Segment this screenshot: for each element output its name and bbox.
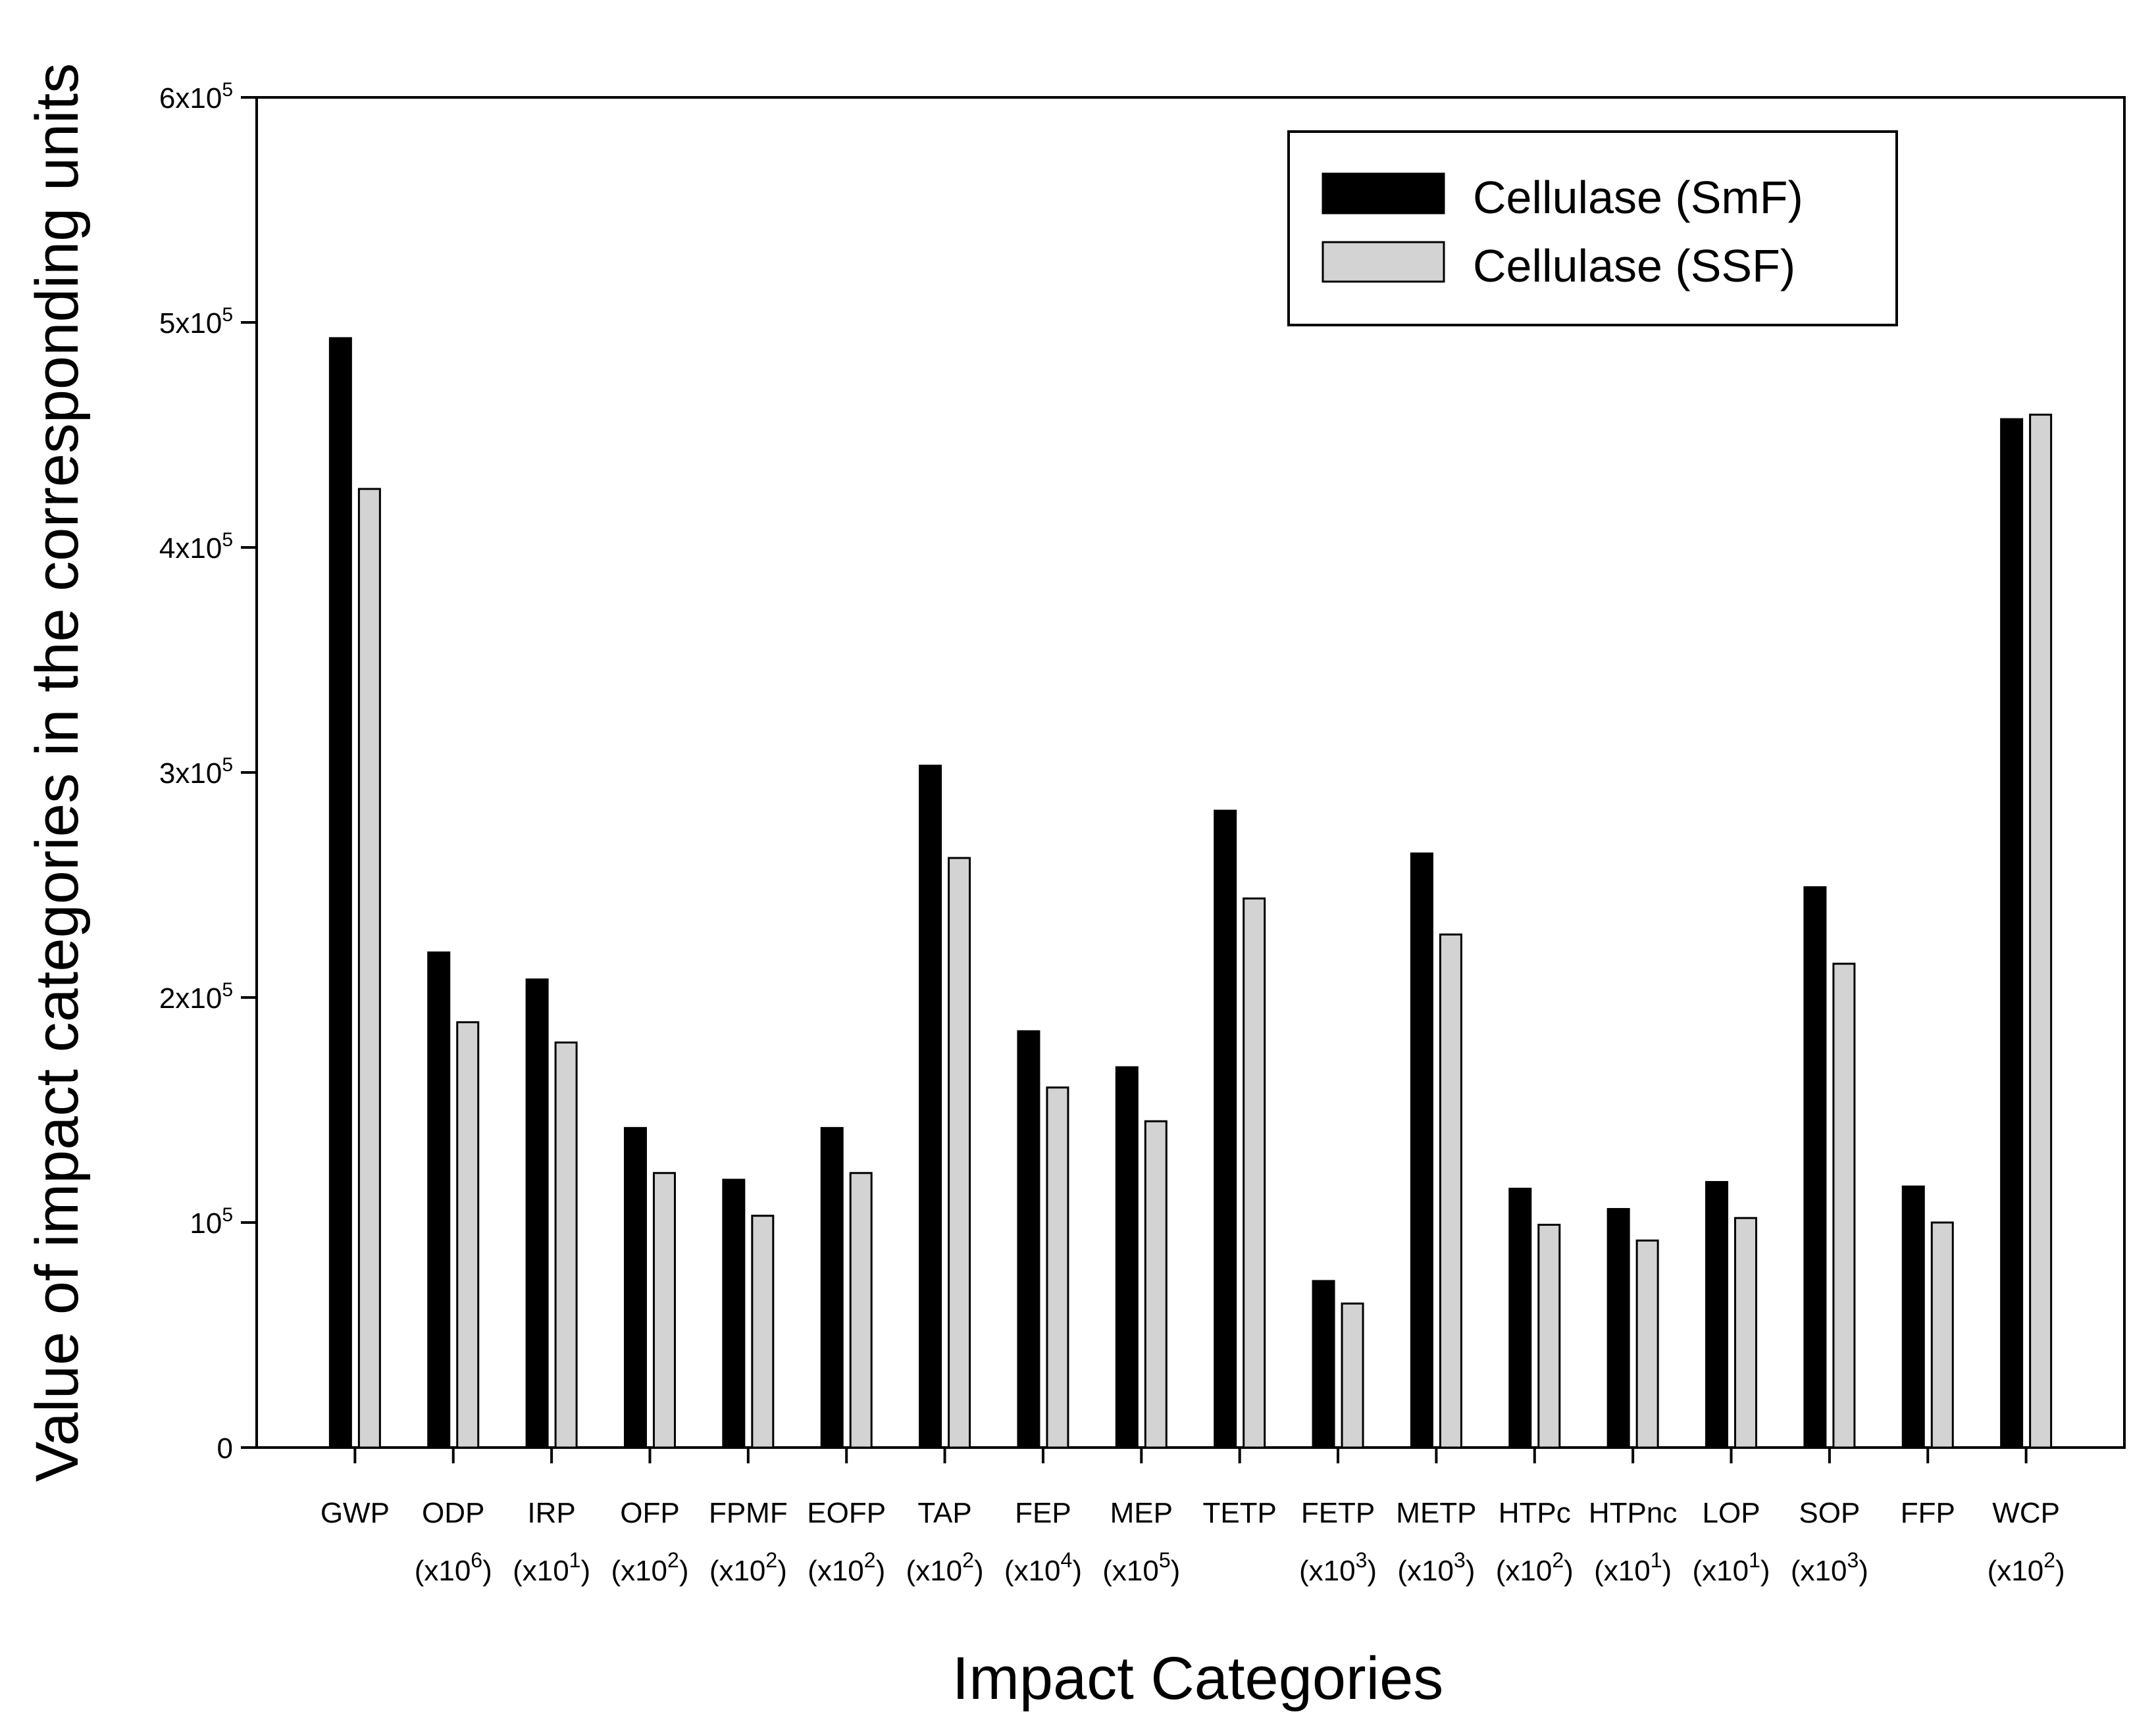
category-scale-label: (x102) <box>709 1548 787 1587</box>
y-tick-label: 0 <box>217 1432 233 1465</box>
category-label: LOP <box>1703 1497 1760 1529</box>
category-label: FEP <box>1015 1497 1071 1529</box>
category-label: EOFP <box>807 1497 886 1529</box>
bar-smf-htpc <box>1508 1188 1532 1449</box>
bar-smf-metp <box>1410 852 1433 1449</box>
bar-ssf-mep <box>1144 1120 1168 1449</box>
bar-ssf-htpc <box>1537 1223 1561 1449</box>
legend-frame <box>1287 130 1898 326</box>
category-label: TETP <box>1202 1497 1276 1529</box>
category-label: HTPnc <box>1589 1497 1677 1529</box>
bar-ssf-gwp <box>357 488 381 1449</box>
category-label: HTPc <box>1499 1497 1571 1529</box>
bar-series-group <box>328 337 2053 1449</box>
category-label: MEP <box>1110 1497 1173 1529</box>
bar-smf-eofp <box>820 1126 844 1449</box>
category-scale-label: (x104) <box>1004 1548 1082 1587</box>
bar-smf-fep <box>1017 1030 1040 1449</box>
bar-ssf-irp <box>554 1041 578 1449</box>
bar-smf-odp <box>427 951 451 1449</box>
bar-ssf-htpnc <box>1635 1239 1659 1449</box>
category-label: FFP <box>1901 1497 1955 1529</box>
y-tick-label: 5x105 <box>159 304 233 340</box>
bar-ssf-metp <box>1439 933 1462 1449</box>
category-scale-label: (x103) <box>1299 1548 1377 1587</box>
category-scale-label: (x101) <box>1693 1548 1770 1587</box>
bar-smf-fetp <box>1312 1280 1335 1449</box>
bar-smf-sop <box>1803 886 1827 1449</box>
category-label: SOP <box>1799 1497 1860 1529</box>
category-scale-label: (x103) <box>1791 1548 1868 1587</box>
y-tick-label: 6x105 <box>159 79 233 114</box>
y-tick-label: 4x105 <box>159 529 233 565</box>
bar-ssf-ffp <box>1930 1221 1954 1449</box>
bar-smf-irp <box>525 978 549 1449</box>
category-label: FETP <box>1301 1497 1375 1529</box>
bar-ssf-tetp <box>1243 897 1266 1449</box>
bar-ssf-fetp <box>1341 1302 1364 1449</box>
legend-label-ssf: Cellulase (SSF) <box>1473 240 1795 291</box>
category-scale-label: (x102) <box>1496 1548 1574 1587</box>
bar-smf-fpmf <box>722 1178 746 1449</box>
category-label: OFP <box>620 1497 679 1529</box>
category-label: GWP <box>321 1497 390 1529</box>
bar-smf-mep <box>1115 1066 1139 1449</box>
bar-ssf-sop <box>1832 963 1856 1449</box>
category-scale-label: (x103) <box>1397 1548 1475 1587</box>
bar-ssf-tap <box>948 857 971 1449</box>
bar-smf-tap <box>919 765 942 1449</box>
bar-ssf-lop <box>1734 1217 1758 1449</box>
legend-label-smf: Cellulase (SmF) <box>1473 172 1803 223</box>
category-scale-label: (x102) <box>906 1548 984 1587</box>
x-axis <box>353 1448 2028 1463</box>
bar-smf-wcp <box>2000 418 2024 1449</box>
y-tick-label: 3x105 <box>159 754 233 790</box>
category-labels: GWP ODP (x106) IRP (x101) OFP (x102) FPMF (x102)… <box>321 1497 2065 1587</box>
category-scale-label: (x106) <box>415 1548 492 1587</box>
bar-ssf-ofp <box>652 1172 676 1449</box>
category-label: IRP <box>527 1497 575 1529</box>
bar-ssf-wcp <box>2029 413 2053 1449</box>
category-label: WCP <box>1992 1497 2060 1529</box>
y-tick-label: 2x105 <box>159 979 233 1015</box>
category-scale-label: (x105) <box>1102 1548 1180 1587</box>
y-axis-title: Value of impact categories in the corres… <box>24 63 91 1482</box>
bar-ssf-fpmf <box>751 1215 775 1449</box>
bar-smf-ffp <box>1901 1185 1925 1449</box>
category-label: ODP <box>422 1497 484 1529</box>
category-scale-label: (x102) <box>611 1548 688 1587</box>
bar-ssf-fep <box>1046 1086 1069 1449</box>
category-scale-label: (x102) <box>1988 1548 2065 1587</box>
category-scale-label: (x101) <box>1594 1548 1672 1587</box>
legend-swatch-smf <box>1322 172 1445 214</box>
legend-swatch-ssf <box>1322 241 1445 283</box>
category-scale-label: (x102) <box>808 1548 885 1587</box>
y-tick-label: 105 <box>190 1204 233 1240</box>
bar-smf-tetp <box>1214 809 1237 1449</box>
category-label: METP <box>1396 1497 1476 1529</box>
category-label: FPMF <box>709 1497 788 1529</box>
x-axis-title: Impact Categories <box>952 1645 1444 1712</box>
category-scale-label: (x101) <box>513 1548 590 1587</box>
bar-ssf-eofp <box>849 1172 873 1449</box>
bar-smf-ofp <box>623 1126 647 1449</box>
bar-smf-htpnc <box>1606 1207 1630 1449</box>
bar-smf-gwp <box>328 337 352 1449</box>
bar-ssf-odp <box>456 1021 480 1449</box>
category-label: TAP <box>917 1497 971 1529</box>
bar-smf-lop <box>1705 1180 1729 1449</box>
y-axis: 0 105 2x105 3x105 4x105 5x105 6x105 <box>159 79 257 1465</box>
legend: Cellulase (SmF) Cellulase (SSF) <box>1287 130 1898 326</box>
